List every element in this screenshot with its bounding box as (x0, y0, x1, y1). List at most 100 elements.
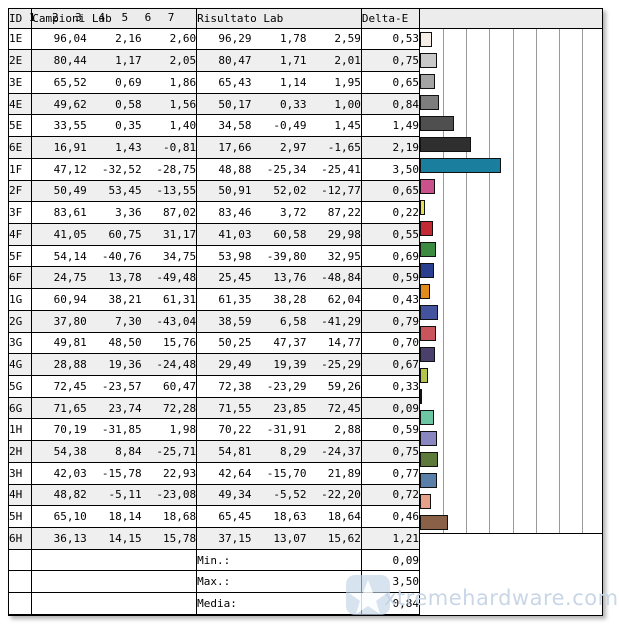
cell-risultato-2: 2,88 (306, 418, 362, 442)
table-row[interactable]: 1H 70,19 -31,85 1,98 70,22 -31,91 2,88 0,59 (9, 418, 602, 442)
bar-2H[interactable] (419, 430, 438, 446)
table-row[interactable]: 4G 28,88 19,36 -24,48 29,49 19,39 -25,29 0,67 (9, 353, 602, 376)
cell-delta-e: 0,53 (361, 28, 420, 51)
cell-id: 4G (9, 353, 33, 376)
bar-3F[interactable] (419, 199, 426, 215)
bar-6G[interactable] (419, 388, 423, 404)
cell-id: 2G (9, 310, 33, 333)
cell-campioni-1: 7,30 (86, 310, 142, 333)
cell-campioni-0: 16,91 (31, 136, 87, 159)
table-row[interactable]: 5H 65,10 18,14 18,68 65,45 18,63 18,64 0,46 (9, 505, 602, 529)
cell-campioni-2: 1,56 (141, 93, 198, 116)
bar-2G[interactable] (419, 304, 439, 320)
bar-6F[interactable] (419, 262, 434, 278)
cell-campioni-2: 22,93 (141, 462, 198, 485)
cell-risultato-2: 2,01 (306, 49, 362, 72)
cell-delta-e: 0,22 (361, 201, 420, 224)
table-row[interactable]: 5G 72,45 -23,57 60,47 72,38 -23,29 59,26 0,33 (9, 375, 602, 398)
bar-6E[interactable] (419, 136, 471, 152)
table-row[interactable]: 6G 71,65 23,74 72,28 71,55 23,85 72,45 0,09 (9, 397, 602, 420)
bar-6H[interactable] (419, 514, 448, 530)
bar-3E[interactable] (419, 73, 436, 89)
bar-5E[interactable] (419, 115, 455, 131)
bar-1E[interactable] (419, 31, 433, 47)
table-row[interactable]: 6E 16,91 1,43 -0,81 17,66 2,97 -1,65 2,19 (9, 136, 602, 159)
bar-5F[interactable] (419, 241, 436, 257)
bar-row-3E (419, 71, 596, 92)
bar-2F[interactable] (419, 178, 436, 194)
cell-delta-e: 0,59 (361, 418, 420, 442)
bar-1G[interactable] (419, 283, 430, 299)
cell-campioni-0: 42,03 (31, 462, 87, 485)
table-row[interactable]: 6H 36,13 14,15 15,78 37,15 13,07 15,62 1,21 (9, 527, 602, 550)
cell-risultato-1: 0,33 (251, 93, 307, 116)
cell-campioni-2: -23,08 (141, 484, 198, 507)
bar-row-6H (419, 512, 596, 533)
cell-risultato-1: 47,37 (251, 332, 307, 355)
table-row[interactable]: 5E 33,55 0,35 1,40 34,58 -0,49 1,45 1,49 (9, 114, 602, 138)
cell-campioni-2: -25,71 (141, 440, 198, 463)
cell-risultato-1: -25,34 (251, 158, 307, 181)
table-row[interactable]: 5F 54,14 -40,76 34,75 53,98 -39,80 32,95 0,69 (9, 245, 602, 268)
cell-risultato-0: 70,22 (196, 418, 252, 442)
bar-5G[interactable] (419, 367, 428, 383)
bar-5H[interactable] (419, 493, 431, 509)
gridline-6 (558, 28, 560, 533)
table-row[interactable]: 2G 37,80 7,30 -43,04 38,59 6,58 -41,29 0,79 (9, 310, 602, 333)
summary-spacer-campioni (31, 549, 198, 572)
bar-2E[interactable] (419, 52, 438, 68)
cell-id: 6F (9, 266, 33, 290)
cell-risultato-2: 1,00 (306, 93, 362, 116)
table-row[interactable]: 1E 96,04 2,16 2,60 96,29 1,78 2,59 0,53 (9, 28, 602, 615)
cell-id: 2E (9, 49, 33, 72)
cell-campioni-0: 33,55 (31, 114, 87, 138)
table-row[interactable]: 2F 50,49 53,45 -13,55 50,91 52,02 -12,77 0,65 (9, 180, 602, 203)
cell-risultato-2: 72,45 (306, 397, 362, 420)
cell-campioni-2: -13,55 (141, 180, 198, 203)
cell-campioni-2: 2,60 (141, 28, 198, 51)
table-row[interactable]: 4H 48,82 -5,11 -23,08 49,34 -5,52 -22,20 0,72 (9, 484, 602, 507)
table-row[interactable]: 3H 42,03 -15,78 22,93 42,64 -15,70 21,89 0,77 (9, 462, 602, 485)
table-row[interactable]: 3E 65,52 0,69 1,86 65,43 1,14 1,95 0,65 (9, 71, 602, 94)
gridline-5 (535, 28, 537, 533)
bar-4H[interactable] (419, 472, 437, 488)
table-row[interactable]: 2E 80,44 1,17 2,05 80,47 1,71 2,01 0,75 (9, 49, 602, 72)
deltae-table: ID Campioni Lab Risultato Lab Delta-E 1 2… (9, 9, 602, 615)
cell-campioni-1: 60,75 (86, 223, 142, 246)
bar-3G[interactable] (419, 325, 437, 341)
table-row[interactable]: 4E 49,62 0,58 1,56 50,17 0,33 1,00 0,84 (9, 93, 602, 116)
cell-campioni-1: -5,11 (86, 484, 142, 507)
cell-risultato-2: 87,22 (306, 201, 362, 224)
table-row[interactable]: 6F 24,75 13,78 -49,48 25,45 13,76 -48,84 0,59 (9, 266, 602, 290)
cell-delta-e: 0,79 (361, 310, 420, 333)
axis-tick-1: 1 (28, 11, 36, 24)
bar-4E[interactable] (419, 94, 440, 110)
table-row[interactable]: 3G 49,81 48,50 15,76 50,25 47,37 14,77 0,70 (9, 332, 602, 355)
table-row[interactable]: 1G 60,94 38,21 61,31 61,35 38,28 62,04 0,43 (9, 288, 602, 311)
cell-campioni-0: 80,44 (31, 49, 87, 72)
table-row[interactable]: 4F 41,05 60,75 31,17 41,03 60,58 29,98 0,55 (9, 223, 602, 246)
axis-tick-7: 7 (167, 11, 175, 24)
bar-row-2H (419, 428, 596, 449)
bar-4G[interactable] (419, 346, 436, 362)
bar-4F[interactable] (419, 220, 433, 236)
cell-risultato-2: 62,04 (306, 288, 362, 311)
cell-campioni-2: 61,31 (141, 288, 198, 311)
table-row[interactable]: 2H 54,38 8,84 -25,71 54,81 8,29 -24,37 0,75 (9, 440, 602, 463)
cell-campioni-1: 8,84 (86, 440, 142, 463)
bar-1H[interactable] (419, 409, 434, 425)
cell-risultato-0: 83,46 (196, 201, 252, 224)
cell-campioni-1: 19,36 (86, 353, 142, 376)
cell-id: 5H (9, 505, 33, 529)
gridline-1 (442, 28, 444, 533)
table-row[interactable]: 3F 83,61 3,36 87,02 83,46 3,72 87,22 0,22 (9, 201, 602, 224)
table-row[interactable]: 1F 47,12 -32,52 -28,75 48,88 -25,34 -25,41 3,50 (9, 158, 602, 181)
bar-3H[interactable] (419, 451, 438, 467)
bar-1F[interactable] (419, 157, 502, 173)
cell-campioni-2: 31,17 (141, 223, 198, 246)
cell-campioni-2: -24,48 (141, 353, 198, 376)
cell-risultato-1: -31,91 (251, 418, 307, 442)
cell-risultato-1: -23,29 (251, 375, 307, 398)
bar-row-6G (419, 386, 596, 407)
cell-campioni-1: 1,17 (86, 49, 142, 72)
